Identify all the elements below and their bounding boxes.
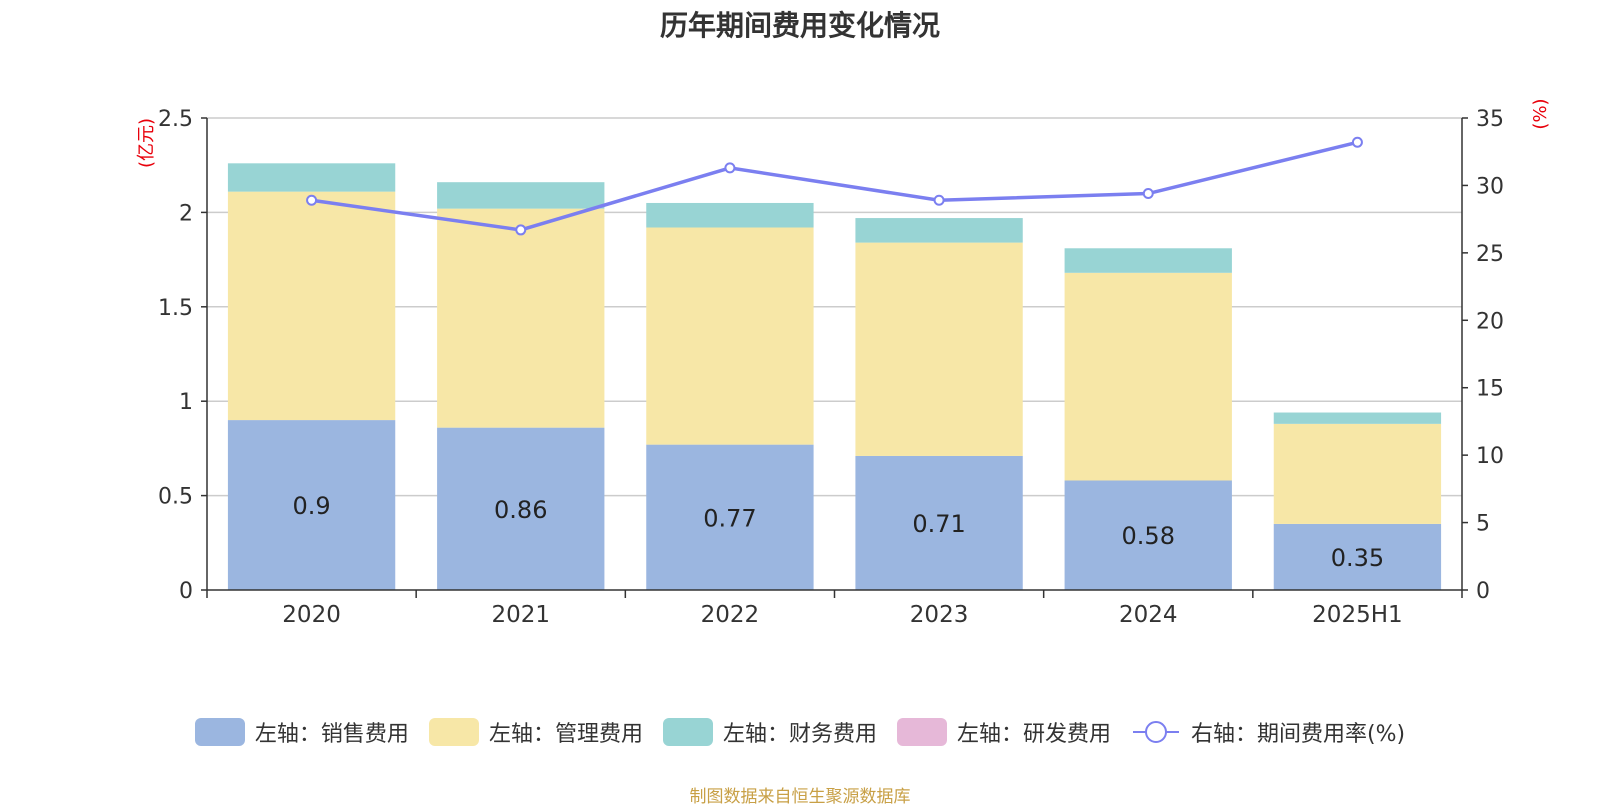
bar-segment-1 [855, 242, 1023, 456]
y-right-tick-label: 35 [1476, 107, 1504, 132]
bar-segment-0 [646, 444, 814, 590]
legend-swatch-rnd [896, 718, 947, 746]
rate-point [724, 162, 736, 174]
y-left-tick-label: 0 [179, 579, 193, 604]
legend-label-sales: 左轴：销售费用 [254, 722, 409, 747]
y-right-tick-label: 15 [1476, 377, 1504, 402]
legend-item-rate[interactable]: 右轴：期间费用率(%) [1131, 716, 1405, 748]
rate-line [311, 140, 1358, 232]
bar-segment-2 [437, 182, 605, 209]
x-tick-label: 2025H1 [1312, 602, 1402, 628]
bar-data-label: 0.58 [1122, 522, 1175, 550]
legend-label-rate: 右轴：期间费用率(%) [1190, 722, 1406, 747]
bar-data-label: 0.9 [292, 492, 330, 520]
y-right-tick-label: 10 [1476, 444, 1504, 469]
legend-item-rnd[interactable]: 左轴：研发费用 [896, 716, 1111, 748]
chart-plot: 0 0.5 1 1.5 2 2.5 0 5 10 15 20 25 30 35 (亿元) (%) 0.9 0.86… [136, 98, 1551, 628]
y-left-tick-label: 1.5 [158, 296, 193, 321]
source-note: 制图数据来自恒生聚源数据库 [689, 787, 911, 807]
bar-segment-1 [646, 227, 814, 445]
bar-segment-2 [1064, 248, 1232, 273]
bar-segment-1 [227, 191, 396, 421]
bar-segment-0 [437, 427, 605, 590]
y-right-tick-label: 0 [1476, 579, 1490, 604]
bar-segment-0 [1273, 523, 1442, 590]
legend-label-admin: 左轴：管理费用 [488, 722, 643, 747]
legend-item-finance[interactable]: 左轴：财务费用 [662, 716, 877, 748]
y-right-unit-label: (%) [1530, 98, 1551, 129]
x-tick-label: 2024 [1119, 602, 1178, 628]
legend-swatch-sales [194, 718, 245, 746]
rate-point [1142, 188, 1154, 200]
chart-title: 历年期间费用变化情况 [659, 9, 940, 42]
x-tick-label: 2023 [910, 602, 969, 628]
bar-segment-2 [1273, 412, 1442, 424]
y-right-tick-label: 20 [1476, 309, 1504, 334]
y-left-tick-label: 2.5 [158, 107, 193, 132]
bar-segment-2 [646, 202, 814, 228]
bar-data-label: 0.86 [494, 496, 547, 524]
legend-swatch-finance [662, 718, 713, 746]
y-right-tick-label: 5 [1476, 512, 1490, 537]
rate-point [933, 194, 945, 206]
y-left-tick-label: 0.5 [158, 485, 193, 510]
y-left-unit-label: (亿元) [136, 118, 157, 168]
y-right-tick-label: 30 [1476, 174, 1504, 199]
x-tick-label: 2021 [491, 602, 550, 628]
chart-legend: 左轴：销售费用 左轴：管理费用 左轴：财务费用 左轴：研发费用 右轴：期间费用率… [0, 716, 1600, 748]
legend-swatch-admin [428, 718, 479, 746]
bar-segment-1 [1064, 272, 1232, 481]
y-right-tick-label: 25 [1476, 242, 1504, 267]
x-tick-label: 2022 [701, 602, 760, 628]
y-left-tick-label: 1 [179, 390, 193, 415]
bar-data-label: 0.35 [1331, 544, 1384, 572]
rate-point [1351, 136, 1363, 148]
bar-segment-0 [855, 455, 1023, 590]
rate-point [515, 224, 527, 236]
legend-item-sales[interactable]: 左轴：销售费用 [194, 716, 409, 748]
bar-segment-2 [227, 163, 396, 192]
bar-data-label: 0.77 [703, 504, 756, 532]
rate-point [306, 194, 318, 206]
legend-item-admin[interactable]: 左轴：管理费用 [428, 716, 643, 748]
x-tick-label: 2020 [282, 602, 341, 628]
bar-segment-0 [227, 420, 396, 590]
legend-line-rate-icon [1132, 721, 1179, 743]
bar-segment-1 [437, 208, 605, 428]
bar-segment-1 [1273, 423, 1442, 524]
y-left-tick-label: 2 [179, 201, 193, 226]
bar-segment-2 [855, 218, 1023, 243]
bar-segment-0 [1064, 480, 1232, 590]
legend-label-finance: 左轴：财务费用 [722, 722, 877, 747]
bar-data-label: 0.71 [912, 510, 965, 538]
legend-label-rnd: 左轴：研发费用 [956, 722, 1111, 747]
